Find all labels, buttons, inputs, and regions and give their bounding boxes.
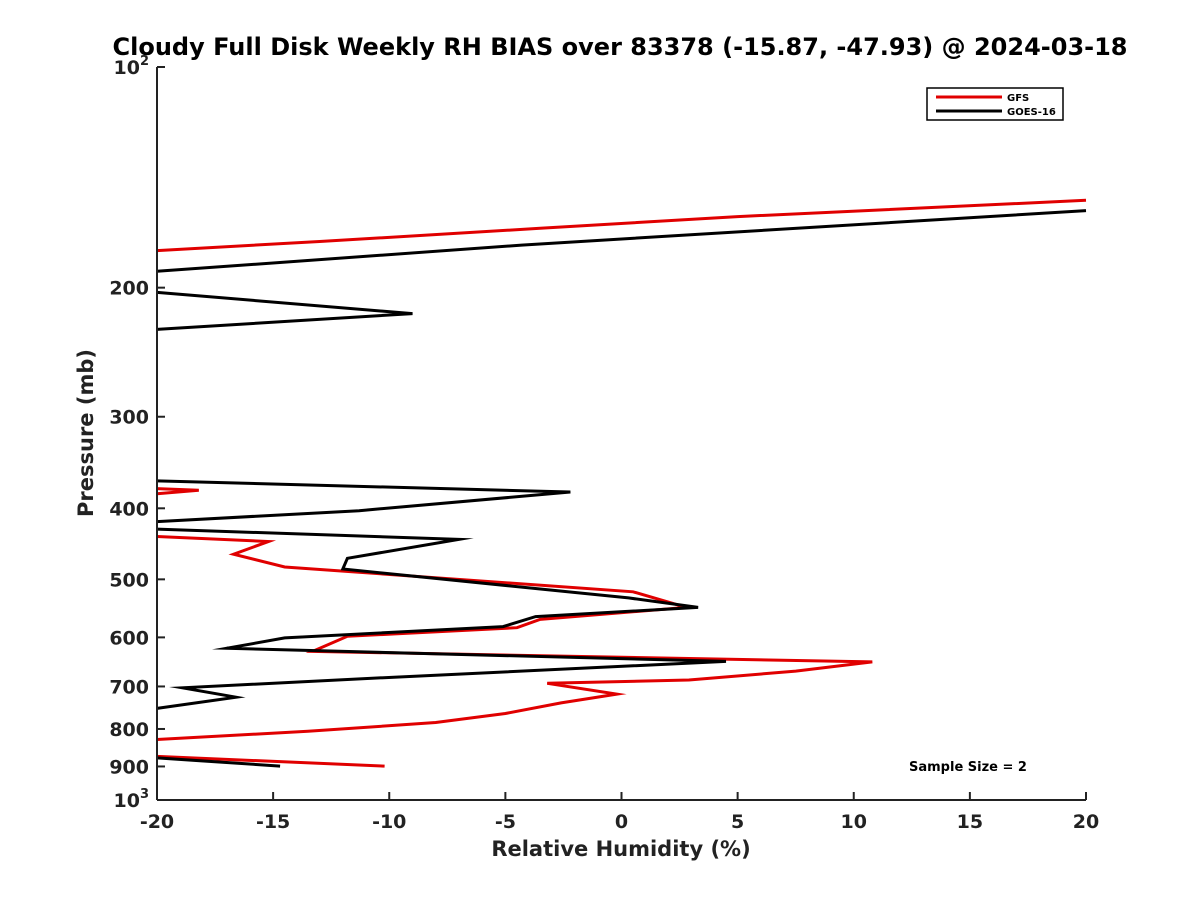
x-axis-label: Relative Humidity (%)	[491, 837, 750, 861]
x-tick-label: 10	[841, 811, 867, 833]
y-tick-label: 102	[114, 54, 150, 79]
y-tick-label: 300	[109, 407, 149, 429]
series-line-goes-16-3	[156, 479, 571, 524]
y-axis-ticks: 102 200 300 400 500 600 700 800 900 103	[109, 54, 165, 812]
x-tick-label: -10	[372, 811, 406, 833]
y-tick-exponent: 2	[140, 54, 149, 69]
y-tick-label: 103	[114, 787, 150, 812]
y-tick-label: 400	[109, 498, 149, 520]
y-tick-label: 700	[109, 676, 149, 698]
series-line-goes-16-2	[156, 290, 413, 331]
series-line-goes-16-4	[156, 527, 727, 710]
series-line-gfs-1	[156, 198, 1087, 253]
y-tick-label: 800	[109, 719, 149, 741]
y-tick-label: 900	[109, 756, 149, 778]
x-tick-label: 15	[957, 811, 983, 833]
series-line-gfs-3	[156, 535, 873, 741]
chart-title: Cloudy Full Disk Weekly RH BIAS over 833…	[113, 33, 1128, 61]
x-tick-label: 0	[615, 811, 628, 833]
x-tick-label: 20	[1073, 811, 1099, 833]
y-tick-label: 200	[109, 278, 149, 300]
x-tick-label: 5	[731, 811, 744, 833]
series-line-gfs-2	[156, 487, 199, 496]
series-goes-16	[156, 209, 1087, 768]
x-tick-label: -20	[140, 811, 174, 833]
sample-size-annotation: Sample Size = 2	[909, 760, 1027, 775]
y-axis-label: Pressure (mb)	[74, 349, 98, 517]
y-tick-label: 600	[109, 627, 149, 649]
y-tick-exponent: 3	[140, 787, 149, 802]
plot-area	[156, 67, 1087, 801]
legend-box	[926, 87, 1064, 121]
legend: GFS GOES-16	[926, 87, 1064, 121]
legend-label-goes-16: GOES-16	[1007, 107, 1056, 118]
series-line-goes-16-1	[156, 209, 1087, 273]
y-tick-label: 500	[109, 569, 149, 591]
x-axis-ticks: -20 -15 -10 -5 0 5 10 15 20	[140, 792, 1099, 833]
x-tick-label: -15	[256, 811, 290, 833]
series-line-gfs-4	[156, 754, 385, 768]
legend-label-gfs: GFS	[1007, 93, 1029, 104]
x-tick-label: -5	[495, 811, 516, 833]
series-line-goes-16-5	[156, 756, 281, 768]
